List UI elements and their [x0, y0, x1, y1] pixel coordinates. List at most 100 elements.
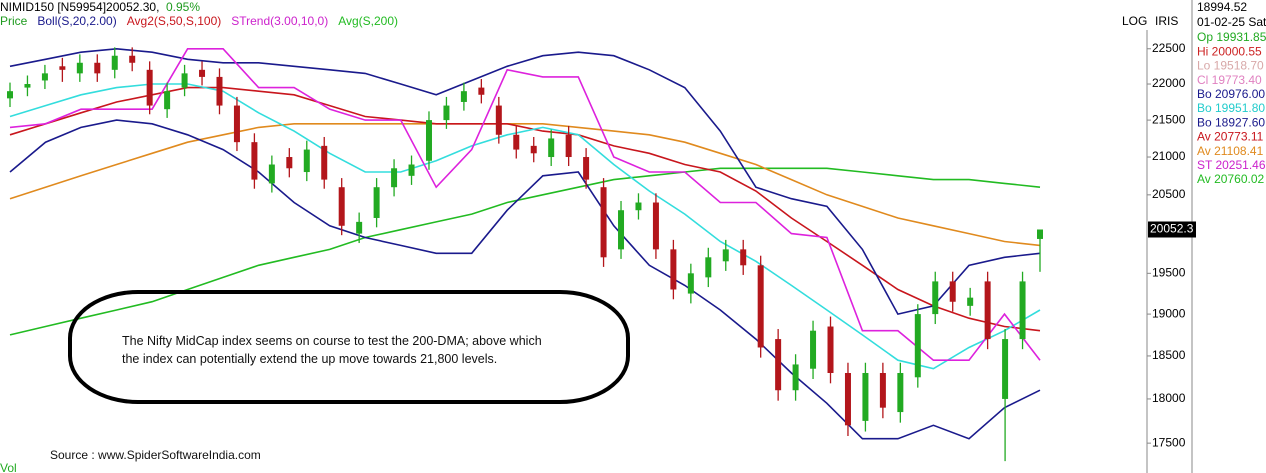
candle-body [408, 164, 415, 176]
candle-body [844, 372, 851, 426]
y-tick-label: 19500 [1152, 265, 1186, 279]
y-tick-label: 22000 [1152, 76, 1186, 90]
legend-entry: Avg2(S,50,S,100) [127, 14, 222, 28]
candle-body [129, 55, 136, 63]
panel-row: Op 19931.85 [1197, 30, 1266, 44]
candle-body [862, 372, 869, 421]
panel-date: 01-02-25 Sat [1197, 15, 1266, 29]
candle-body [635, 202, 642, 211]
legend-entry: Boll(S,20,2.00) [37, 14, 116, 28]
scale-label: LOG [1122, 14, 1147, 28]
candle-body [181, 73, 188, 88]
candle-body [338, 187, 345, 226]
candle-body [7, 91, 13, 99]
annotation-line: The Nifty MidCap index seems on course t… [122, 334, 542, 348]
candle-body [513, 134, 520, 150]
candle-body [932, 281, 939, 315]
candle-body [879, 372, 886, 408]
candle-body [705, 257, 712, 278]
candle-body [984, 281, 991, 340]
indicator-line [9, 119, 1041, 440]
panel-row: Cl 19773.40 [1197, 73, 1262, 87]
y-tick-label: 17500 [1152, 435, 1186, 449]
panel-row: Av 20760.02 [1197, 172, 1264, 186]
candle-body [687, 273, 694, 294]
candle-body [425, 120, 432, 161]
candle-body [530, 145, 537, 154]
y-tick-label: 20500 [1152, 187, 1186, 201]
candle-body [59, 66, 66, 70]
candle-body [652, 202, 659, 250]
annotation-box [68, 290, 630, 404]
candle-body [94, 62, 101, 74]
y-tick-label: 18000 [1152, 391, 1186, 405]
candle-body [216, 76, 223, 106]
candle-body [565, 134, 572, 158]
volume-label: Vol [0, 461, 17, 473]
chart-title: NIMID150 [N59954]20052.30, [0, 0, 159, 14]
candle-body [321, 145, 328, 180]
candle-body [460, 91, 467, 102]
legend-entry: Avg(S,200) [338, 14, 398, 28]
change: 0.95% [166, 0, 200, 14]
y-tick-label: 19000 [1152, 306, 1186, 320]
candle-body [949, 281, 956, 302]
candle-body [76, 62, 83, 74]
panel-row: ST 20251.46 [1197, 158, 1266, 172]
candle-body [233, 105, 240, 143]
candle-body [722, 249, 729, 262]
candle-body [583, 157, 590, 180]
panel-row: Av 20773.11 [1197, 130, 1264, 144]
panel-row: Bo 19951.80 [1197, 101, 1265, 115]
candle-body [1019, 281, 1026, 340]
candle-body [391, 168, 398, 188]
indicator-line [9, 48, 1041, 361]
candle-body [41, 73, 48, 81]
y-tick-label: 22500 [1152, 41, 1186, 55]
candle-body [810, 330, 817, 369]
legend-entry: STrend(3.00,10,0) [231, 14, 328, 28]
candle-body [251, 142, 258, 180]
candle-body [478, 87, 485, 95]
candle-body [164, 91, 171, 110]
candle-body [670, 249, 677, 290]
candle-body [1037, 229, 1043, 239]
legend-entry: Price [0, 14, 28, 28]
candle-body [443, 105, 450, 121]
candle-body [827, 326, 834, 373]
source: Source : www.SpiderSoftwareIndia.com [50, 448, 261, 462]
annotation: The Nifty MidCap index seems on course t… [122, 332, 642, 368]
candle-body [967, 297, 974, 306]
candle-body [268, 164, 275, 184]
panel-row: Bo 18927.60 [1197, 115, 1265, 129]
candle-body [757, 265, 764, 348]
candle-body [792, 364, 799, 391]
candle-body [740, 249, 747, 266]
panel-row: Bo 20976.00 [1197, 87, 1265, 101]
annotation-line: the index can potentially extend the up … [122, 352, 498, 366]
candle-body [146, 69, 153, 106]
candle-body [548, 138, 555, 158]
candle-body [111, 55, 118, 70]
candle-body [775, 339, 782, 391]
indicator-line [9, 86, 1041, 332]
scale-label: IRIS [1155, 14, 1178, 28]
last-price-label: 20052.3 [1150, 222, 1194, 236]
indicator-line [9, 123, 1041, 247]
y-tick-label: 18500 [1152, 348, 1186, 362]
candle-body [303, 149, 310, 173]
candle-body [356, 221, 363, 234]
candle-body [1002, 339, 1009, 399]
y-tick-label: 21500 [1152, 112, 1186, 126]
panel-row: Lo 19518.70 [1197, 59, 1264, 73]
candle-body [914, 314, 921, 378]
candle-body [495, 105, 502, 135]
candle-body [618, 210, 625, 250]
panel-price: 18994.52 [1197, 0, 1247, 14]
candle-body [600, 187, 607, 258]
y-tick-label: 21000 [1152, 149, 1186, 163]
candle-body [24, 84, 31, 88]
candle-body [286, 157, 293, 169]
last-price-box [1148, 221, 1196, 238]
